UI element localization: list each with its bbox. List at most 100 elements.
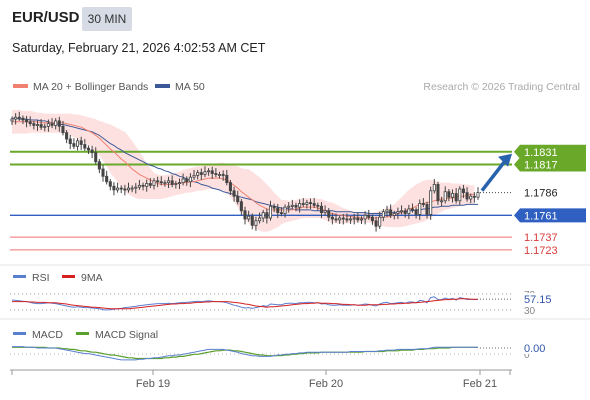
- candle-down-body: [86, 147, 90, 151]
- candle: [232, 186, 236, 202]
- candle: [79, 136, 83, 150]
- candle: [385, 205, 389, 218]
- candle-down-body: [79, 140, 83, 145]
- candle-down-body: [28, 121, 32, 125]
- candle: [436, 181, 440, 205]
- candle: [443, 186, 447, 204]
- candle-down-body: [101, 168, 105, 177]
- candle-down-body: [39, 124, 43, 128]
- candle: [65, 129, 69, 144]
- ma50-legend-label: MA 50: [175, 81, 205, 93]
- candle-down-body: [214, 173, 218, 175]
- macd-signal-legend-label: MACD Signal: [95, 329, 158, 341]
- candle-down-body: [334, 218, 338, 221]
- candle-down-body: [279, 212, 283, 214]
- candle-up-body: [181, 178, 185, 184]
- candle-up-body: [349, 218, 353, 221]
- candle: [301, 198, 305, 208]
- candle: [177, 178, 181, 189]
- candle-down-body: [294, 204, 298, 208]
- candle: [185, 176, 189, 186]
- candle-down-body: [319, 205, 323, 213]
- candle-down-body: [341, 217, 345, 220]
- candle-up-body: [381, 211, 385, 218]
- resistance-2-label-text: 1.1831: [524, 147, 558, 159]
- candle-down-body: [472, 195, 476, 198]
- pivot-label-text: 1.1761: [524, 210, 558, 222]
- candle: [425, 201, 429, 219]
- candle-up-body: [145, 183, 149, 187]
- candle: [250, 213, 254, 230]
- candle: [356, 212, 360, 223]
- candle: [265, 208, 269, 224]
- candle: [345, 213, 349, 223]
- candle: [429, 186, 433, 220]
- candle: [167, 176, 171, 189]
- candle-down-body: [250, 215, 254, 226]
- candle: [334, 213, 338, 223]
- macd-legend-swatch: [13, 332, 26, 335]
- candle-up-body: [378, 216, 382, 227]
- symbol-title: EUR/USD: [12, 9, 80, 26]
- candle-down-body: [327, 210, 331, 218]
- price-levels: [10, 150, 512, 251]
- last-price-label-bg: [514, 185, 586, 200]
- candle-down-body: [454, 193, 458, 202]
- candle-down-body: [367, 214, 371, 218]
- candle: [105, 170, 109, 185]
- candle: [472, 192, 476, 203]
- candle: [414, 207, 418, 219]
- rsi-legend-label: RSI: [32, 272, 50, 284]
- candle-up-body: [137, 184, 141, 188]
- candle-up-body: [298, 203, 302, 208]
- candle-down-body: [221, 174, 225, 176]
- candle-up-body: [363, 214, 367, 220]
- bollinger-bands: [12, 110, 475, 232]
- candle-down-body: [309, 202, 313, 205]
- candle-down-body: [21, 117, 25, 121]
- candle: [239, 198, 243, 215]
- last-price-label: 1.1786: [514, 185, 586, 200]
- candle-down-body: [97, 161, 101, 170]
- timeframe-badge[interactable]: 30 MIN: [82, 7, 132, 31]
- candle-up-body: [385, 209, 389, 213]
- candle: [454, 188, 458, 204]
- candle: [97, 159, 101, 174]
- candle: [61, 120, 65, 136]
- candle: [276, 203, 280, 219]
- candle: [130, 185, 134, 193]
- candle-down-body: [421, 203, 425, 205]
- candle-down-body: [243, 210, 247, 220]
- candle: [410, 203, 414, 213]
- resistance-2-label: 1.1831: [514, 144, 586, 159]
- candle-up-body: [476, 192, 480, 198]
- candle: [396, 207, 400, 219]
- candle-down-body: [228, 182, 232, 192]
- candle-down-body: [17, 116, 21, 119]
- candle: [210, 166, 214, 179]
- candle-up-body: [203, 171, 207, 175]
- candle-down-body: [425, 204, 429, 215]
- candle-up-body: [450, 193, 455, 198]
- candle-down-body: [465, 192, 469, 200]
- candle-down-body: [159, 181, 163, 184]
- candle-up-body: [163, 182, 167, 185]
- candle: [141, 182, 145, 191]
- candle: [108, 179, 112, 191]
- candle-down-body: [232, 190, 236, 197]
- candle-down-body: [414, 209, 418, 215]
- candle-up-body: [458, 188, 462, 202]
- candle: [272, 203, 276, 213]
- candle-up-body: [174, 183, 178, 185]
- candle: [76, 138, 80, 151]
- chart-datetime: Saturday, February 21, 2026 4:02:53 AM C…: [12, 41, 266, 55]
- candle-up-body: [287, 205, 291, 208]
- candle: [181, 173, 185, 186]
- forecast-arrow-shaft: [480, 158, 508, 192]
- rsi-value-bg: [520, 293, 560, 306]
- x-axis-label: Feb 20: [309, 378, 343, 390]
- candle-up-body: [177, 182, 181, 185]
- candle: [207, 168, 211, 176]
- candle-up-body: [10, 118, 14, 122]
